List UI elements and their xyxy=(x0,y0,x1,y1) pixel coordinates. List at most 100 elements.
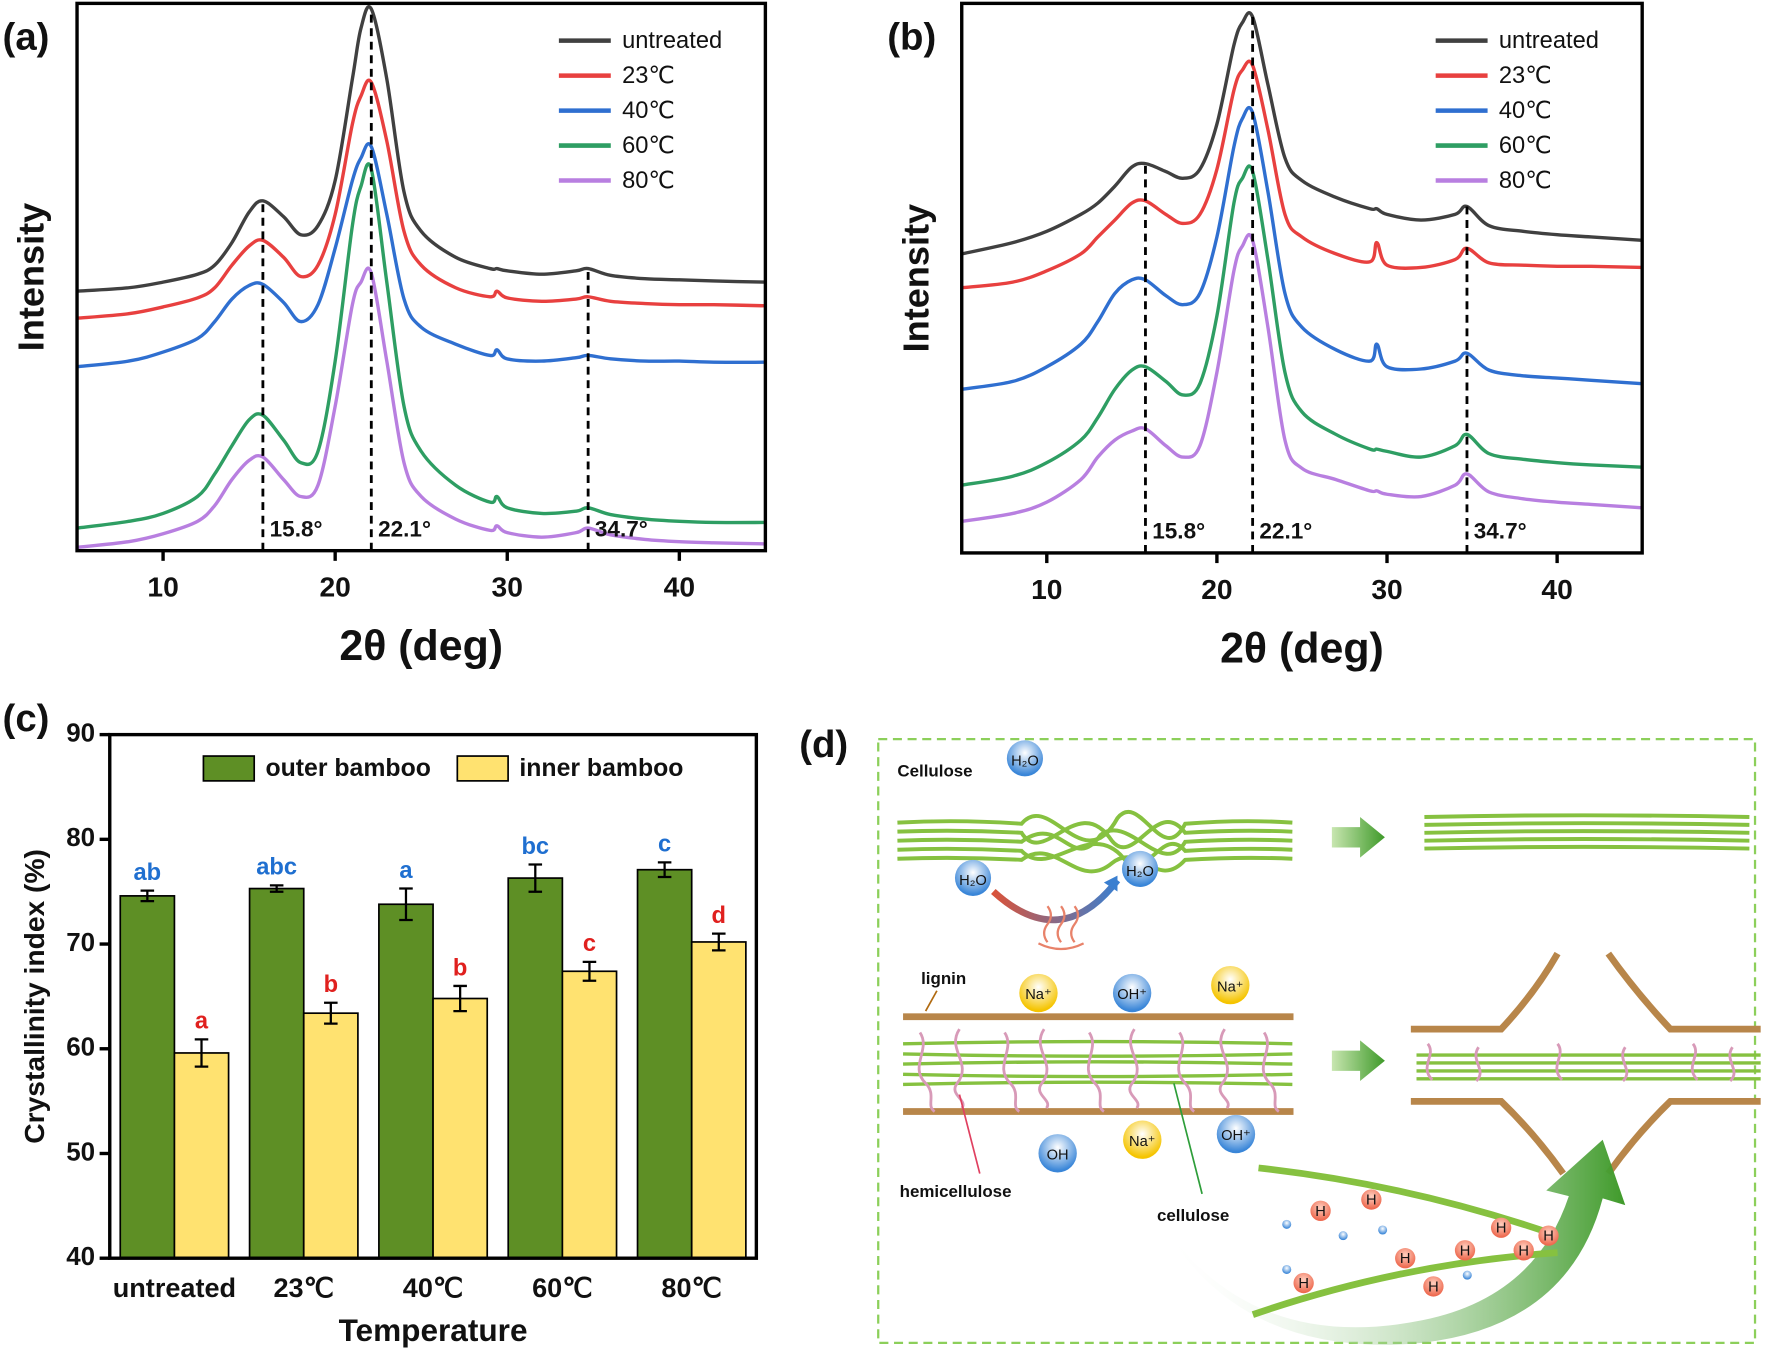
hydrogen-label: H xyxy=(1543,1229,1554,1245)
cellulose-bundle xyxy=(897,809,1293,874)
y-tick-label: 70 xyxy=(66,929,95,957)
legend-label: 40℃ xyxy=(1499,98,1552,124)
arrow-head xyxy=(1103,875,1118,892)
x-tick-label: 23℃ xyxy=(273,1272,334,1303)
lignin-broken xyxy=(1410,951,1761,1176)
significance-letter: a xyxy=(195,1009,209,1035)
error-bar xyxy=(399,887,413,922)
series-line xyxy=(76,5,766,293)
y-axis-title: Intensity xyxy=(895,204,936,352)
significance-letter: c xyxy=(583,931,596,957)
hydrogen-label: H xyxy=(1400,1251,1411,1267)
bar xyxy=(378,903,434,1260)
y-tick-label: 80 xyxy=(66,824,95,852)
error-bar xyxy=(657,861,672,879)
legend-label: outer bamboo xyxy=(265,755,430,782)
water-label: H₂O xyxy=(1011,754,1039,770)
legend-label: inner bamboo xyxy=(519,755,683,782)
ion xyxy=(1216,1114,1256,1154)
series-line xyxy=(961,106,1643,391)
significance-letter: ab xyxy=(134,860,162,886)
bar xyxy=(690,941,747,1260)
error-bar xyxy=(528,863,543,893)
hydrogen-label: H xyxy=(1518,1243,1529,1259)
panel-label: (c) xyxy=(3,697,50,740)
legend-label: 60℃ xyxy=(622,133,675,159)
bar xyxy=(636,868,693,1260)
hydrogen-label: H xyxy=(1460,1243,1471,1259)
x-tick-label: 30 xyxy=(1371,573,1402,605)
peak-label: 15.8° xyxy=(270,516,323,541)
cellulose-fibres xyxy=(903,1039,1293,1087)
peak-label: 22.1° xyxy=(378,516,431,541)
legend-label: 60℃ xyxy=(1499,133,1552,159)
hydrogen-label: H xyxy=(1496,1221,1507,1237)
arrow xyxy=(1331,816,1385,858)
ion xyxy=(1211,965,1250,1005)
x-axis-title: 2θ (deg) xyxy=(1220,624,1384,672)
hemicellulose-residue xyxy=(1425,1042,1736,1083)
error-bar xyxy=(140,889,155,903)
error-bar xyxy=(324,1001,338,1025)
ion-label: OH xyxy=(1047,1147,1069,1163)
heat-symbol xyxy=(1037,905,1085,951)
big-arrow xyxy=(1162,1139,1626,1345)
series-line xyxy=(961,164,1643,487)
plot-frame xyxy=(75,1,768,553)
ordered-cellulose xyxy=(1424,813,1750,851)
hydrogen-label: H xyxy=(1366,1193,1377,1209)
pointer xyxy=(1173,1083,1203,1195)
panel-label: (a) xyxy=(3,16,50,59)
panel-label: (b) xyxy=(887,16,936,59)
bar xyxy=(173,1052,230,1260)
bar xyxy=(302,1012,359,1260)
peak-label: 22.1° xyxy=(1259,519,1312,544)
error-bar xyxy=(712,932,726,952)
series-line xyxy=(76,266,766,549)
y-axis-title: Intensity xyxy=(11,203,52,351)
x-tick-label: 60℃ xyxy=(532,1272,593,1303)
ion-label: Na⁺ xyxy=(1217,979,1243,995)
bar xyxy=(119,895,176,1260)
legend-label: 23℃ xyxy=(1499,63,1552,89)
ion-label: OH⁺ xyxy=(1117,987,1147,1003)
x-axis-title: Temperature xyxy=(339,1312,528,1348)
water-molecule xyxy=(1121,850,1159,887)
diagram-frame xyxy=(877,738,1757,1344)
x-tick-label: 20 xyxy=(1201,573,1232,605)
x-tick-label: 10 xyxy=(147,570,178,602)
cellulose-fibres xyxy=(1416,1053,1761,1081)
legend-label: 40℃ xyxy=(622,98,675,124)
legend-swatch xyxy=(202,755,256,782)
water-label: H₂O xyxy=(959,873,987,889)
plot-frame xyxy=(960,1,1644,555)
x-tick-label: 40 xyxy=(664,570,695,602)
x-tick-label: 20 xyxy=(319,570,350,602)
y-tick-label: 90 xyxy=(66,719,95,747)
significance-letter: b xyxy=(324,972,338,998)
ion-label: OH⁺ xyxy=(1221,1128,1251,1144)
arrow xyxy=(1331,1040,1385,1082)
lignin-wall xyxy=(903,1013,1294,1115)
hydrogen-label: H xyxy=(1315,1204,1326,1220)
legend-label: untreated xyxy=(622,28,722,54)
water-label: H₂O xyxy=(1126,864,1154,880)
significance-letter: d xyxy=(712,903,726,929)
x-tick-label: 30 xyxy=(492,570,523,602)
ion-label: Na⁺ xyxy=(1025,987,1051,1003)
legend-label: 80℃ xyxy=(1499,168,1552,194)
significance-letter: bc xyxy=(521,834,549,860)
series-line xyxy=(76,78,766,320)
x-tick-label: 40 xyxy=(1541,573,1572,605)
y-tick-label: 50 xyxy=(66,1138,95,1166)
significance-letter: b xyxy=(453,955,467,981)
hydrogen-label: H xyxy=(1298,1276,1309,1292)
water-molecule xyxy=(954,859,992,896)
significance-letter: a xyxy=(399,858,413,884)
cellulose-title: Cellulose xyxy=(897,761,972,780)
legend-label: untreated xyxy=(1499,28,1599,54)
diagram: (d) Cellulose H₂O H₂O H₂O lignin Na⁺ OH⁺… xyxy=(799,723,1761,1345)
pointer xyxy=(924,990,938,1012)
lignin-label: lignin xyxy=(921,969,966,988)
error-bar xyxy=(453,984,467,1013)
